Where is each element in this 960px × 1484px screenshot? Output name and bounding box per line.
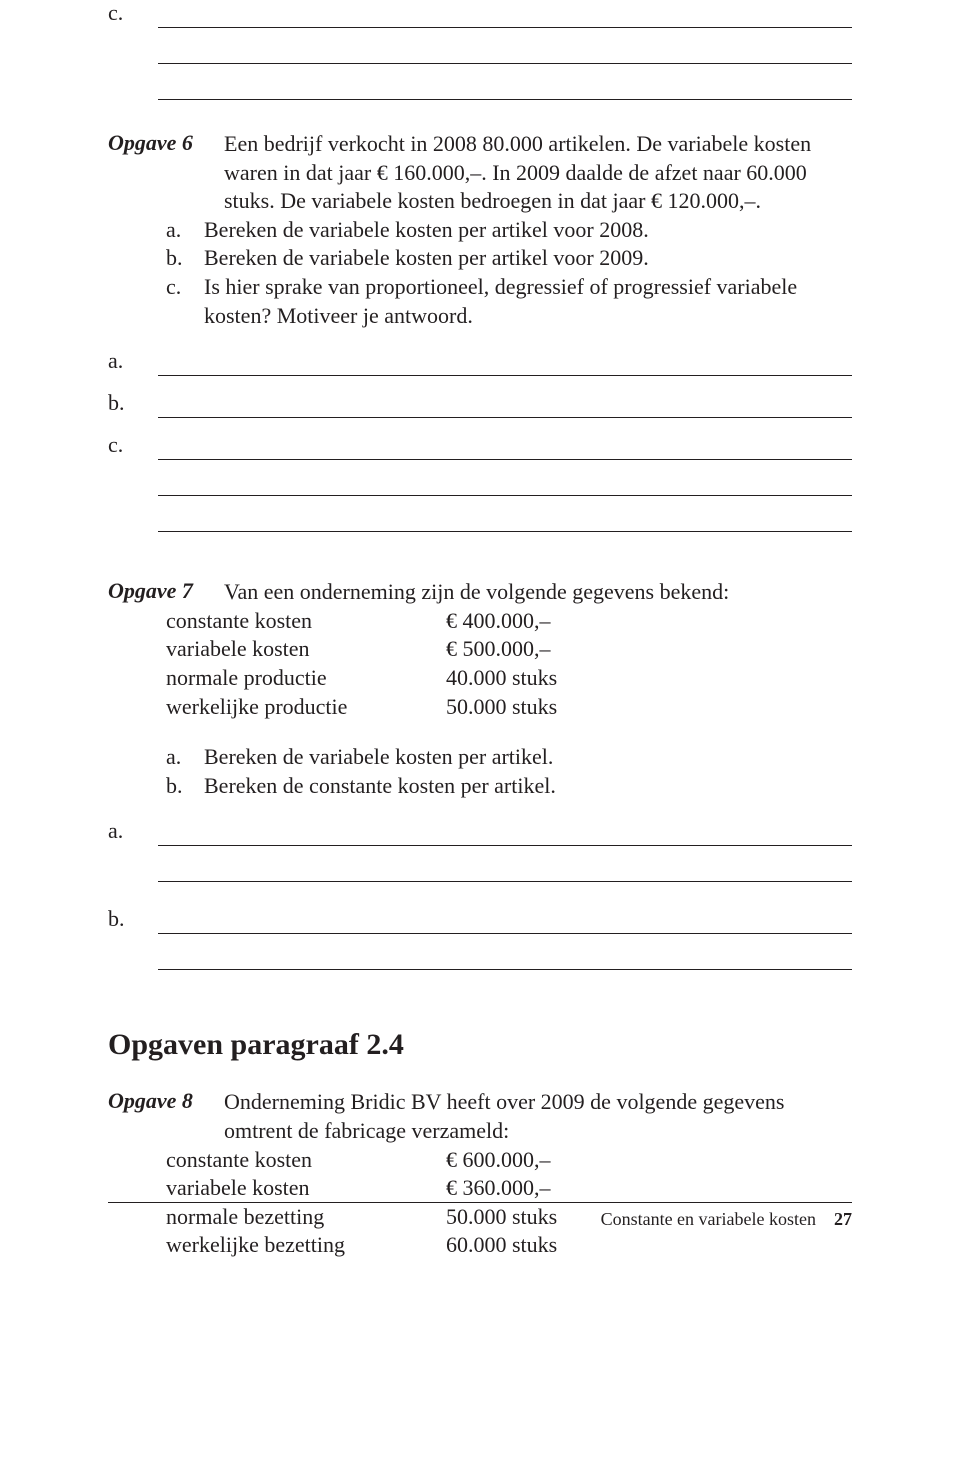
page: c. Opgave 6 Een bedrijf verkocht in 2008… xyxy=(0,0,960,1260)
data-val: 60.000 stuks xyxy=(446,1231,557,1260)
blank-line xyxy=(158,42,852,64)
opgave-8-title: Opgave 8 xyxy=(108,1088,224,1114)
opgave-6-ans-a-label: a. xyxy=(108,348,158,376)
opgave-6-ans-c-label: c. xyxy=(108,432,158,460)
opgave-7-ans-a-label: a. xyxy=(108,818,158,846)
opgave-6-a-text: Bereken de variabele kosten per artikel … xyxy=(204,216,852,245)
blank-line xyxy=(158,510,852,532)
opgave-6-header: Opgave 6 Een bedrijf verkocht in 2008 80… xyxy=(108,130,852,216)
top-answer-c-line1: c. xyxy=(108,0,852,28)
table-row: variabele kosten € 360.000,– xyxy=(166,1174,852,1203)
opgave-7-title: Opgave 7 xyxy=(108,578,224,604)
opgave-6-title: Opgave 6 xyxy=(108,130,224,156)
page-footer: Constante en variabele kosten 27 xyxy=(108,1202,852,1230)
opgave-6-intro-text: Een bedrijf verkocht in 2008 80.000 arti… xyxy=(224,131,811,213)
label-empty xyxy=(108,880,158,882)
section-2-4-title: Opgaven paragraaf 2.4 xyxy=(108,1028,852,1062)
opgave-6-ans-c-l1: c. xyxy=(108,432,852,460)
table-row: constante kosten € 600.000,– xyxy=(166,1146,852,1175)
data-key: werkelijke bezetting xyxy=(166,1231,446,1260)
opgave-7-a-label: a. xyxy=(166,743,204,772)
blank-line xyxy=(158,474,852,496)
opgave-6-ans-b-label: b. xyxy=(108,390,158,418)
blank-line xyxy=(158,948,852,970)
opgave-7-intro: Van een onderneming zijn de volgende geg… xyxy=(224,578,729,607)
data-val: € 500.000,– xyxy=(446,635,551,664)
top-answer-c-line3 xyxy=(108,78,852,100)
opgave-6-c-text: Is hier sprake van proportioneel, degres… xyxy=(204,273,852,330)
opgave-6-b: b. Bereken de variabele kosten per artik… xyxy=(166,244,852,273)
opgave-7-b-label: b. xyxy=(166,772,204,801)
blank-line xyxy=(158,438,852,460)
opgave-7-b: b. Bereken de constante kosten per artik… xyxy=(166,772,852,801)
data-val: € 600.000,– xyxy=(446,1146,551,1175)
data-key: normale productie xyxy=(166,664,446,693)
opgave-6-a-label: a. xyxy=(166,216,204,245)
data-key: constante kosten xyxy=(166,607,446,636)
label-empty xyxy=(108,62,158,64)
data-val: € 400.000,– xyxy=(446,607,551,636)
opgave-8-intro: Onderneming Bridic BV heeft over 2009 de… xyxy=(224,1088,852,1145)
opgave-8: Opgave 8 Onderneming Bridic BV heeft ove… xyxy=(108,1088,852,1260)
opgave-6-ans-b: b. xyxy=(108,390,852,418)
label-empty xyxy=(108,530,158,532)
table-row: variabele kosten € 500.000,– xyxy=(166,635,852,664)
table-row: werkelijke productie 50.000 stuks xyxy=(166,693,852,722)
opgave-6-intro: Een bedrijf verkocht in 2008 80.000 arti… xyxy=(224,130,852,216)
opgave-7-header: Opgave 7 Van een onderneming zijn de vol… xyxy=(108,578,852,607)
opgave-7: Opgave 7 Van een onderneming zijn de vol… xyxy=(108,578,852,970)
opgave-7-a: a. Bereken de variabele kosten per artik… xyxy=(166,743,852,772)
opgave-7-ans-b-label: b. xyxy=(108,906,158,934)
data-key: variabele kosten xyxy=(166,635,446,664)
blank-line xyxy=(158,78,852,100)
opgave-6-b-label: b. xyxy=(166,244,204,273)
opgave-6-c: c. Is hier sprake van proportioneel, deg… xyxy=(166,273,852,330)
opgave-6-a: a. Bereken de variabele kosten per artik… xyxy=(166,216,852,245)
opgave-7-ans-b-l2 xyxy=(108,948,852,970)
opgave-7-ans-a-l1: a. xyxy=(108,818,852,846)
opgave-6-ans-c-l2 xyxy=(108,474,852,496)
opgave-6-ans-a: a. xyxy=(108,348,852,376)
data-key: constante kosten xyxy=(166,1146,446,1175)
data-val: € 360.000,– xyxy=(446,1174,551,1203)
blank-line xyxy=(158,824,852,846)
opgave-8-header: Opgave 8 Onderneming Bridic BV heeft ove… xyxy=(108,1088,852,1145)
opgave-6-c-label: c. xyxy=(166,273,204,330)
opgave-7-ans-b-l1: b. xyxy=(108,906,852,934)
label-empty xyxy=(108,494,158,496)
data-key: variabele kosten xyxy=(166,1174,446,1203)
blank-line xyxy=(158,354,852,376)
top-answer-c-line2 xyxy=(108,42,852,64)
table-row: normale productie 40.000 stuks xyxy=(166,664,852,693)
opgave-7-data: constante kosten € 400.000,– variabele k… xyxy=(166,607,852,721)
table-row: constante kosten € 400.000,– xyxy=(166,607,852,636)
opgave-8-intro-text: Onderneming Bridic BV heeft over 2009 de… xyxy=(224,1089,784,1143)
footer-text: Constante en variabele kosten xyxy=(601,1209,816,1229)
opgave-6-ans-c-l3 xyxy=(108,510,852,532)
opgave-6-b-text: Bereken de variabele kosten per artikel … xyxy=(204,244,852,273)
data-val: 50.000 stuks xyxy=(446,693,557,722)
opgave-7-ans-a-l2 xyxy=(108,860,852,882)
label-empty xyxy=(108,98,158,100)
table-row: werkelijke bezetting 60.000 stuks xyxy=(166,1231,852,1260)
opgave-6: Opgave 6 Een bedrijf verkocht in 2008 80… xyxy=(108,130,852,532)
blank-line xyxy=(158,860,852,882)
opgave-7-a-text: Bereken de variabele kosten per artikel. xyxy=(204,743,852,772)
blank-line xyxy=(158,6,852,28)
blank-line xyxy=(158,396,852,418)
opgave-7-b-text: Bereken de constante kosten per artikel. xyxy=(204,772,852,801)
label-empty xyxy=(108,968,158,970)
data-key: werkelijke productie xyxy=(166,693,446,722)
label-c: c. xyxy=(108,0,158,28)
footer-page-number: 27 xyxy=(834,1209,852,1229)
blank-line xyxy=(158,912,852,934)
data-val: 40.000 stuks xyxy=(446,664,557,693)
